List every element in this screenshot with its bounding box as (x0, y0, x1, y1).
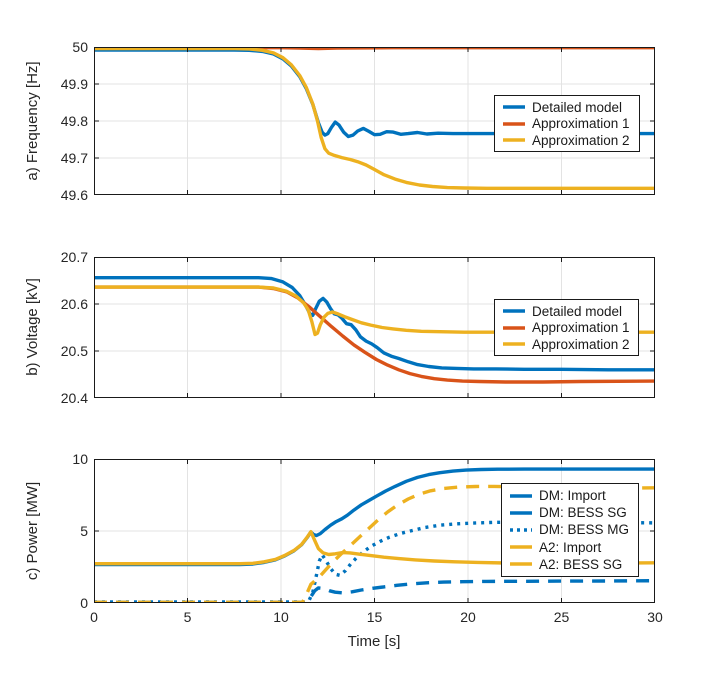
legend-entry-power-2: DM: BESS MG (509, 522, 638, 537)
legend-swatch-solid-icon (503, 105, 525, 109)
legend-label: Approximation 2 (532, 132, 630, 148)
y-tick-label-power: 0 (80, 595, 88, 611)
legend-entry-power-0: DM: Import (509, 488, 638, 503)
legend-entry-voltage-2: Approximation 2 (502, 337, 638, 352)
legend-entry-frequency-1: Approximation 1 (502, 116, 639, 131)
y-tick-label-voltage: 20.7 (60, 249, 88, 265)
series-line-power-1 (94, 579, 655, 603)
y-tick-label-power: 5 (80, 523, 88, 539)
legend-swatch-solid-icon (503, 138, 525, 142)
x-tick-label: 5 (183, 609, 192, 625)
legend-voltage: Detailed model Approximation 1 Approximati… (494, 299, 639, 356)
legend-swatch-solid-icon (503, 325, 525, 330)
xlabel-time: Time [s] (347, 633, 401, 650)
series-line-frequency-2 (94, 47, 655, 190)
legend-swatch-solid-icon (503, 342, 525, 346)
legend-frequency: Detailed model Approximation 1 Approximati… (494, 95, 640, 152)
legend-swatch-dashed-icon (510, 511, 532, 515)
y-tick-label-frequency: 49.7 (60, 150, 88, 166)
legend-entry-power-3: A2: Import (509, 540, 638, 555)
legend-entry-voltage-0: Detailed model (502, 304, 638, 319)
legend-entry-voltage-1: Approximation 1 (502, 320, 638, 335)
legend-label: Detailed model (532, 99, 623, 115)
legend-label: Approximation 2 (532, 336, 630, 352)
legend-swatch-solid-icon (503, 121, 525, 126)
legend-entry-power-4: A2: BESS SG (509, 557, 638, 572)
y-tick-label-frequency: 50 (72, 39, 88, 55)
x-tick-label: 30 (647, 609, 663, 625)
frequency-plot (94, 47, 655, 195)
legend-swatch-solid-icon (503, 309, 525, 313)
legend-label: DM: BESS SG (539, 505, 627, 521)
legend-label: DM: Import (539, 488, 606, 504)
y-tick-label-voltage: 20.5 (60, 343, 88, 359)
y-tick-label-frequency: 49.9 (60, 76, 88, 92)
legend-swatch-solid-icon (510, 545, 532, 549)
series-line-voltage-2 (94, 285, 655, 337)
y-tick-label-voltage: 20.6 (60, 296, 88, 312)
legend-power: DM: Import DM: BESS SG DM: BESS MG A2: Impo… (501, 483, 639, 577)
x-tick-label: 20 (460, 609, 476, 625)
legend-entry-frequency-0: Detailed model (502, 100, 639, 115)
y-tick-label-voltage: 20.4 (60, 390, 88, 406)
legend-entry-frequency-2: Approximation 2 (502, 133, 639, 148)
legend-swatch-solid-icon (510, 493, 532, 498)
legend-label: Detailed model (532, 303, 623, 319)
y-tick-label-frequency: 49.6 (60, 187, 88, 203)
x-tick-label: 0 (90, 609, 98, 625)
y-tick-label-power: 10 (72, 451, 88, 467)
x-tick-label: 25 (553, 609, 570, 625)
x-tick-label: 10 (273, 609, 289, 625)
series-line-power-3 (94, 530, 655, 566)
legend-label: A2: Import (539, 539, 602, 555)
legend-swatch-dotted-icon (510, 528, 532, 532)
legend-label: Approximation 1 (532, 116, 630, 131)
legend-swatch-dashed-icon (510, 562, 532, 567)
series-line-power-2 (94, 520, 655, 603)
legend-label: Approximation 1 (532, 320, 630, 335)
legend-label: A2: BESS SG (539, 556, 623, 572)
x-tick-label: 15 (366, 609, 383, 625)
y-tick-label-frequency: 49.8 (60, 113, 88, 129)
voltage-plot (94, 257, 655, 398)
legend-entry-power-1: DM: BESS SG (509, 505, 638, 520)
legend-label: DM: BESS MG (539, 522, 630, 538)
